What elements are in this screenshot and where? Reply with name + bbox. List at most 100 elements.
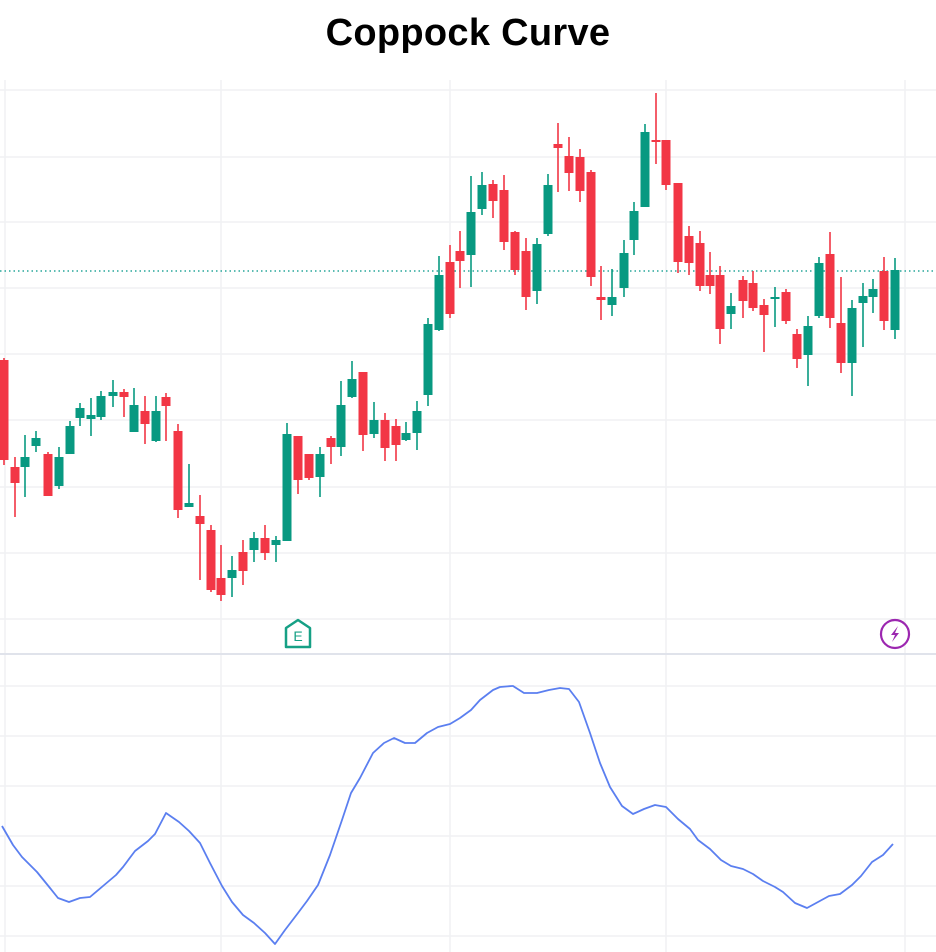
candle-body	[401, 433, 411, 440]
candle-body	[640, 132, 650, 207]
candle[interactable]	[879, 257, 889, 330]
candle[interactable]	[477, 172, 487, 215]
candle[interactable]	[684, 226, 694, 275]
candle-body	[380, 420, 390, 448]
candle[interactable]	[54, 447, 64, 489]
candle[interactable]	[455, 231, 465, 288]
candle[interactable]	[586, 170, 596, 286]
candle[interactable]	[195, 495, 205, 580]
candle[interactable]	[238, 540, 248, 585]
candle[interactable]	[847, 300, 857, 396]
candle[interactable]	[271, 536, 281, 562]
candle[interactable]	[499, 175, 509, 250]
candle[interactable]	[401, 422, 411, 441]
candle[interactable]	[673, 183, 683, 273]
candle[interactable]	[86, 398, 96, 436]
candle[interactable]	[304, 454, 314, 480]
earnings-marker[interactable]: E	[284, 618, 312, 649]
candle[interactable]	[695, 231, 705, 291]
candle[interactable]	[434, 256, 444, 331]
coppock-curve-line[interactable]	[1, 685, 894, 945]
candle[interactable]	[412, 401, 422, 450]
candle[interactable]	[96, 391, 106, 420]
candle-body	[726, 306, 736, 314]
candle-body	[488, 184, 498, 201]
candle[interactable]	[358, 372, 368, 451]
candle-body	[238, 552, 248, 571]
candle-body	[715, 275, 725, 329]
candle[interactable]	[260, 525, 270, 560]
candle[interactable]	[20, 435, 30, 497]
candle[interactable]	[553, 123, 563, 192]
candle[interactable]	[607, 269, 617, 316]
candle[interactable]	[65, 421, 75, 454]
candle[interactable]	[347, 361, 357, 398]
candle[interactable]	[445, 245, 455, 318]
candle[interactable]	[629, 202, 639, 255]
candle[interactable]	[619, 240, 629, 297]
candle[interactable]	[466, 176, 476, 287]
candle[interactable]	[0, 358, 9, 465]
candle[interactable]	[249, 532, 259, 562]
candle[interactable]	[293, 436, 303, 494]
candle[interactable]	[564, 137, 574, 191]
candle-body	[347, 379, 357, 397]
candle[interactable]	[543, 174, 553, 236]
candle[interactable]	[651, 93, 661, 164]
candle[interactable]	[770, 287, 780, 327]
candle[interactable]	[227, 556, 237, 597]
candle[interactable]	[129, 388, 139, 432]
candle[interactable]	[532, 238, 542, 304]
candle[interactable]	[726, 293, 736, 329]
candle[interactable]	[216, 545, 226, 601]
candle[interactable]	[151, 396, 161, 442]
candle[interactable]	[391, 419, 401, 461]
candle[interactable]	[10, 457, 20, 517]
candle[interactable]	[140, 396, 150, 444]
candle[interactable]	[596, 266, 606, 320]
candle[interactable]	[43, 452, 53, 496]
event-marker[interactable]	[879, 618, 911, 650]
candle[interactable]	[315, 447, 325, 497]
candle[interactable]	[890, 258, 900, 339]
candle[interactable]	[184, 464, 194, 507]
candle-body	[629, 211, 639, 240]
candle[interactable]	[792, 329, 802, 368]
candle[interactable]	[173, 424, 183, 518]
event-markers[interactable]: E	[284, 618, 911, 650]
candle[interactable]	[75, 403, 85, 426]
candle[interactable]	[868, 279, 878, 313]
candle[interactable]	[781, 289, 791, 324]
coppock-curve-pane[interactable]	[1, 685, 894, 945]
candle[interactable]	[336, 381, 346, 456]
candle-body	[738, 280, 748, 301]
candle[interactable]	[825, 232, 835, 328]
candle[interactable]	[119, 389, 129, 417]
candle[interactable]	[380, 413, 390, 461]
candle[interactable]	[705, 252, 715, 294]
candle[interactable]	[858, 283, 868, 347]
candle[interactable]	[738, 276, 748, 318]
candle[interactable]	[575, 149, 585, 202]
candle[interactable]	[715, 266, 725, 344]
price-pane-candles[interactable]	[0, 93, 900, 601]
candle[interactable]	[803, 316, 813, 386]
candle[interactable]	[814, 257, 824, 318]
candle[interactable]	[282, 423, 292, 541]
candle[interactable]	[108, 380, 118, 407]
candle[interactable]	[326, 436, 336, 464]
candle[interactable]	[510, 231, 520, 275]
candle[interactable]	[640, 124, 650, 207]
candle[interactable]	[488, 180, 498, 218]
candle[interactable]	[836, 277, 846, 373]
candle[interactable]	[206, 525, 216, 592]
candle[interactable]	[748, 271, 758, 311]
candle[interactable]	[423, 318, 433, 406]
candle[interactable]	[31, 431, 41, 452]
candle[interactable]	[161, 393, 171, 441]
candle[interactable]	[369, 402, 379, 438]
candle[interactable]	[521, 238, 531, 310]
candle[interactable]	[661, 140, 671, 190]
candle[interactable]	[759, 299, 769, 352]
